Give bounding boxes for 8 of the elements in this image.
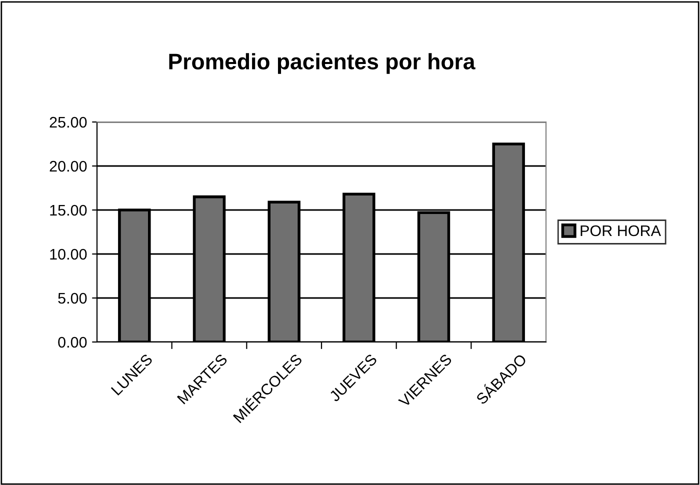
- y-tick-label: 20.00: [50, 160, 87, 172]
- y-tick-label: 25.00: [50, 116, 87, 128]
- chart-title: Promedio pacientes por hora: [169, 53, 476, 74]
- y-tick-label: 5.00: [58, 292, 87, 304]
- y-tick-label: 10.00: [50, 248, 87, 260]
- legend-label: POR HORA: [580, 225, 661, 236]
- y-tick-label: 0.00: [58, 336, 87, 348]
- y-tick-label: 15.00: [50, 204, 87, 216]
